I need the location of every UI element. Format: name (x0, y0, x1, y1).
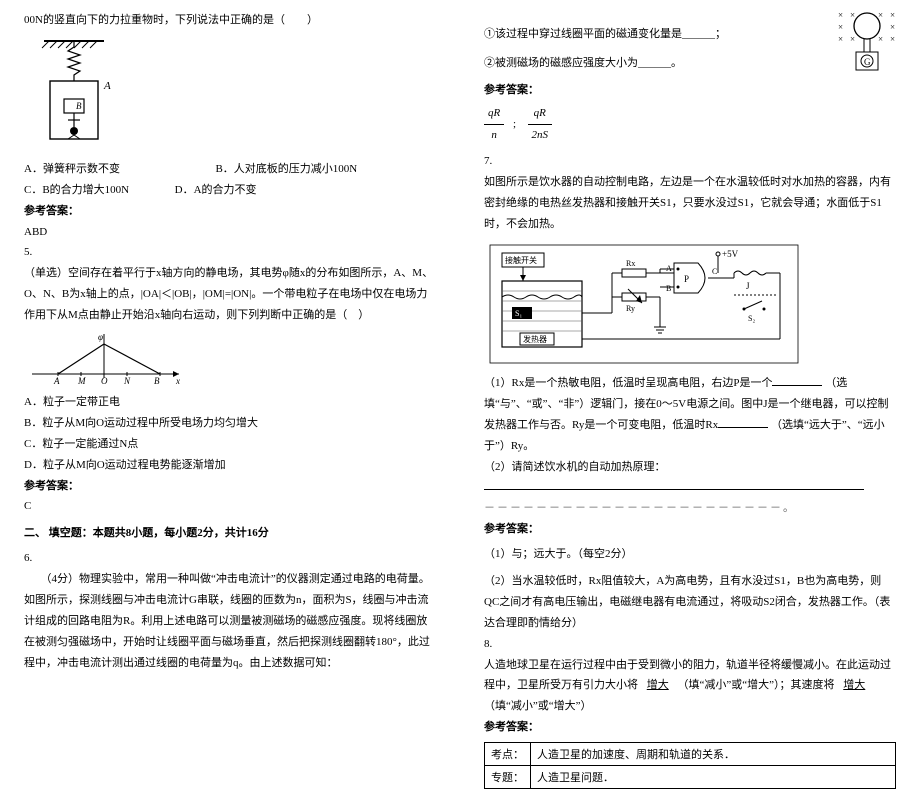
svg-text:接触开关: 接触开关 (505, 255, 537, 265)
q4-options-row2: C．B的合力增大100N D．A的合力不变 (24, 180, 436, 201)
svg-text:×: × (890, 34, 895, 44)
q5-opt-a: A．粒子一定带正电 (24, 392, 436, 413)
answer-7-1: （1）与；远大于。（每空2分） (484, 544, 896, 565)
ref-answer-label-5: 参考答案： (24, 476, 436, 497)
q8-part3: （填“减小”或“增大”） (484, 700, 592, 712)
answer-6-fractions: qRn ; qR2nS (484, 103, 896, 146)
svg-text:A: A (53, 376, 60, 386)
svg-text:A: A (103, 80, 111, 92)
svg-text:Rx: Rx (626, 259, 635, 268)
svg-text:×: × (850, 10, 855, 20)
cell-kaodian-content: 人造卫星的加速度、周期和轨道的关系． (531, 743, 896, 766)
answer-lines (484, 477, 896, 498)
q8-blank1: 增大 (641, 679, 675, 691)
q5-number: 5. (24, 242, 436, 263)
q7-stem: 如图所示是饮水器的自动控制电路，左边是一个在水温较低时对水加热的容器，内有密封绝… (484, 172, 896, 235)
svg-text:×: × (838, 10, 843, 20)
svg-text:×: × (878, 34, 883, 44)
ref-answer-label-4: 参考答案： (24, 201, 436, 222)
cell-zhuanti-label: 专题： (485, 766, 531, 789)
opt-b: B．人对底板的压力减小100N (215, 163, 357, 175)
svg-text:M: M (77, 376, 86, 386)
q5-stem: （单选）空间存在着平行于x轴方向的静电场，其电势φ随x的分布如图所示，A、M、O… (24, 263, 436, 326)
svg-text:φ: φ (98, 332, 103, 342)
svg-text:B: B (76, 101, 82, 111)
figure-spring-box: B A (24, 35, 436, 155)
frac1-num: qR (484, 103, 504, 125)
opt-a: A．弹簧秤示数不变 (24, 163, 120, 175)
answer-7-2: （2）当水温较低时，Rx阻值较大，A为高电势，且有水没过S1，B也为高电势，则Q… (484, 571, 896, 634)
svg-text:Ry: Ry (626, 304, 635, 313)
figure-potential-graph: φ x A M O N B (24, 330, 436, 388)
table-row: 考点： 人造卫星的加速度、周期和轨道的关系． (485, 743, 896, 766)
svg-text:×: × (850, 34, 855, 44)
dotted-line: －－－－－－－－－－－－－－－－－－－－－－－。 (484, 498, 896, 519)
svg-text:x: x (175, 376, 180, 386)
q8-number: 8. (484, 634, 896, 655)
svg-text:B: B (666, 284, 671, 293)
blank-1 (772, 375, 822, 386)
cell-zhuanti-content: 人造卫星问题． (531, 766, 896, 789)
svg-text:J: J (746, 281, 750, 291)
blank-2 (718, 417, 768, 428)
svg-text:发热器: 发热器 (523, 334, 547, 344)
svg-text:B: B (154, 376, 160, 386)
q8-part2: （填“减小”或“增大”）；其速度将 (678, 679, 835, 691)
frac2-num: qR (528, 103, 553, 125)
q6-text: （4分）物理实验中，常用一种叫做“冲击电流计”的仪器测定通过电路的电荷量。如图所… (24, 569, 436, 673)
svg-text:×: × (838, 22, 843, 32)
frac2-den: 2nS (528, 125, 553, 146)
ref-answer-label-6: 参考答案： (484, 80, 896, 101)
figure-coil-galvanometer: × × × × × × × × × × G (834, 8, 900, 80)
answer-8-table: 考点： 人造卫星的加速度、周期和轨道的关系． 专题： 人造卫星问题． (484, 742, 896, 789)
opt-d: D．A的合力不变 (175, 184, 257, 196)
q7-sub2: （2）请简述饮水机的自动加热原理： (484, 457, 896, 478)
q4-options-row1: A．弹簧秤示数不变 B．人对底板的压力减小100N (24, 159, 436, 180)
answer-4: ABD (24, 222, 436, 243)
ref-answer-label-7: 参考答案： (484, 519, 896, 540)
q5-opt-b: B．粒子从M向O运动过程中所受电场力均匀增大 (24, 413, 436, 434)
q8-text: 人造地球卫星在运行过程中由于受到微小的阻力，轨道半径将缓慢减小。在此运动过程中，… (484, 655, 896, 718)
svg-text:P: P (684, 274, 689, 284)
opt-c: C．B的合力增大100N (24, 184, 129, 196)
svg-text:G: G (864, 57, 871, 67)
svg-text:O: O (101, 376, 108, 386)
q7-number: 7. (484, 151, 896, 172)
svg-text:×: × (890, 10, 895, 20)
svg-text:×: × (890, 22, 895, 32)
svg-text:S₁: S₁ (515, 309, 522, 318)
frac1-den: n (484, 125, 504, 146)
answer-5: C (24, 496, 436, 517)
ref-answer-label-8: 参考答案： (484, 717, 896, 738)
q7-sub1-a: （1）Rx是一个热敏电阻，低温时呈现高电阻，右边P是一个 (484, 377, 772, 389)
cell-kaodian-label: 考点： (485, 743, 531, 766)
svg-text:+5V: +5V (722, 249, 739, 259)
q7-sub1: （1）Rx是一个热敏电阻，低温时呈现高电阻，右边P是一个 （选填“与”、“或”、… (484, 373, 896, 457)
figure-circuit-heater: S₁ 发热器 接触开关 +5V Rx Ry (484, 239, 896, 369)
svg-text:×: × (838, 34, 843, 44)
svg-text:C: C (712, 267, 717, 276)
svg-text:S₂: S₂ (748, 314, 755, 323)
svg-text:×: × (878, 10, 883, 20)
svg-text:N: N (123, 376, 131, 386)
q5-opt-d: D．粒子从M向O运动过程电势能逐渐增加 (24, 455, 436, 476)
table-row: 专题： 人造卫星问题． (485, 766, 896, 789)
q5-opt-c: C．粒子一定能通过N点 (24, 434, 436, 455)
q4-stem: 00N的竖直向下的力拉重物时，下列说法中正确的是（ ） (24, 10, 436, 31)
q6-number: 6. (24, 548, 436, 569)
section-2-heading: 二、 填空题：本题共8小题，每小题2分，共计16分 (24, 523, 436, 544)
q8-blank2: 增大 (837, 679, 871, 691)
